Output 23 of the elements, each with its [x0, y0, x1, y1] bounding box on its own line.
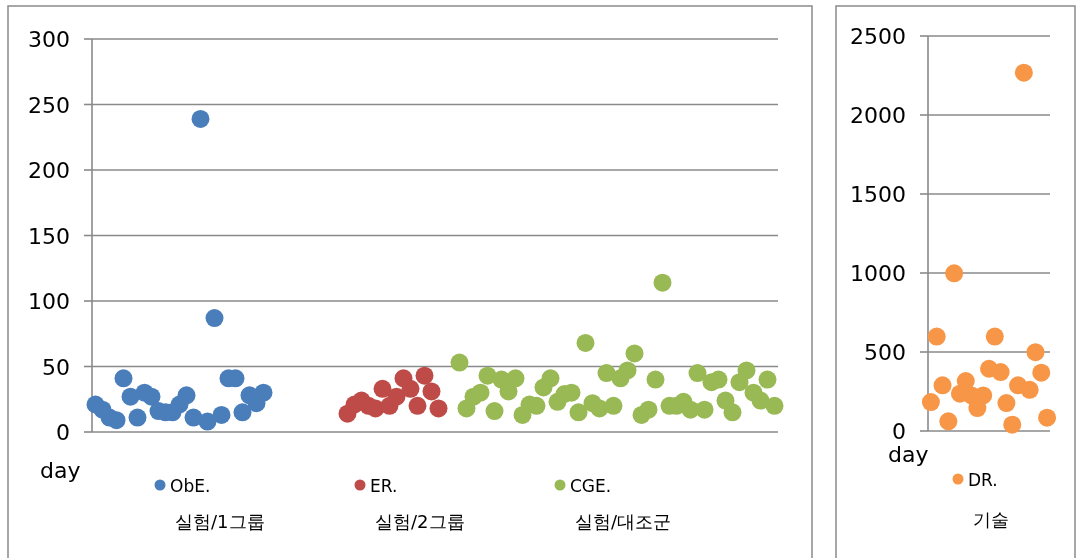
- legend-label: ER.: [370, 476, 398, 496]
- legend-label: ObE.: [170, 476, 211, 496]
- y-tick-label: 1500: [850, 182, 906, 207]
- y-tick-label: 500: [864, 340, 906, 365]
- text: 실험/1그룹: [175, 511, 265, 532]
- y-tick-label: 150: [28, 223, 70, 249]
- text: 실험/2그룹: [375, 511, 465, 532]
- y-tick-label: 2000: [850, 103, 906, 128]
- y-tick-label: 0: [892, 419, 906, 444]
- y-tick-label: 250: [28, 92, 70, 118]
- text: 실험/대조군: [575, 511, 672, 532]
- y-tick-label: 200: [28, 158, 70, 183]
- legend-label: CGE.: [570, 476, 612, 496]
- y-tick-label: 2500: [850, 24, 906, 49]
- y-axis-title: day: [888, 442, 929, 467]
- legend-label: DR.: [968, 470, 998, 490]
- y-axis-title: day: [40, 458, 81, 483]
- y-tick-label: 0: [56, 420, 70, 445]
- y-tick-label: 1000: [850, 261, 906, 286]
- text: 기술: [973, 509, 1009, 530]
- y-tick-label: 100: [28, 289, 70, 314]
- y-tick-label: 300: [28, 27, 70, 52]
- y-tick-label: 50: [42, 354, 70, 380]
